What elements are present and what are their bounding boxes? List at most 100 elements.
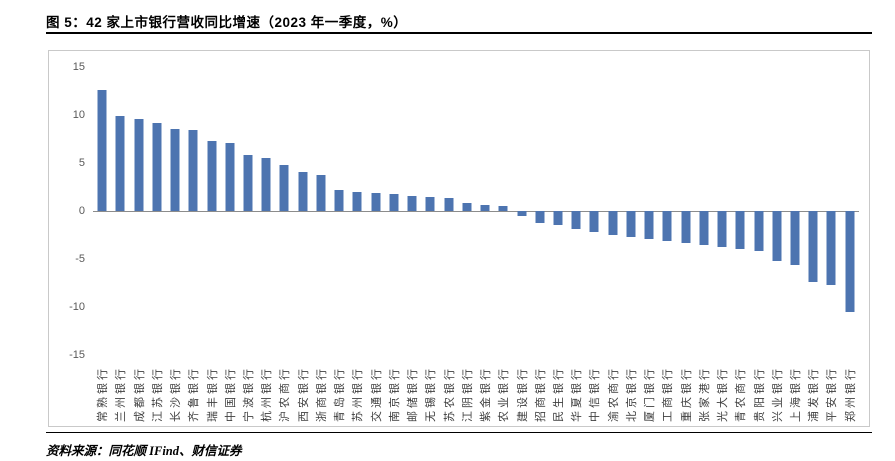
- x-axis-label: 齐鲁银行: [184, 363, 202, 425]
- x-axis-label: 无锡银行: [421, 363, 439, 425]
- bar-张家港行: [699, 211, 709, 245]
- x-axis-label-text: 华夏银行: [571, 366, 584, 422]
- bar-苏州银行: [352, 191, 362, 211]
- chart-area: 15 10 5 0 -5 -10 -15 常熟银行 兰州银行 成都银行 江苏银行 长沙银行 齐鲁银行瑞…: [48, 50, 870, 427]
- bar-slot: [768, 67, 786, 355]
- bar-slot: [439, 67, 457, 355]
- bar-中国银行: [225, 142, 235, 211]
- bar-成都银行: [134, 118, 144, 211]
- x-axis-label: 重庆银行: [677, 363, 695, 425]
- bar-长沙银行: [170, 129, 180, 211]
- x-axis-label-text: 邮储银行: [407, 366, 420, 422]
- bar-slot: [695, 67, 713, 355]
- x-axis-label-text: 杭州银行: [261, 366, 274, 422]
- bar-slot: [549, 67, 567, 355]
- x-axis-label-text: 苏州银行: [352, 366, 365, 422]
- bar-青岛银行: [334, 189, 344, 211]
- bar-重庆银行: [681, 211, 691, 243]
- title-rule: [46, 32, 872, 34]
- x-axis-label: 青岛银行: [330, 363, 348, 425]
- x-axis-label-text: 重庆银行: [680, 366, 693, 422]
- bar-兰州银行: [115, 115, 125, 211]
- x-axis-label: 长沙银行: [166, 363, 184, 425]
- x-axis-label: 南京银行: [385, 363, 403, 425]
- bar-苏农银行: [444, 197, 454, 211]
- x-axis-label: 华夏银行: [567, 363, 585, 425]
- bar-slot: [531, 67, 549, 355]
- x-axis-labels: 常熟银行 兰州银行 成都银行 江苏银行 长沙银行 齐鲁银行 瑞丰银行 中国银行 宁波银行 杭州银行…: [93, 363, 859, 425]
- x-axis-label-text: 无锡银行: [425, 366, 438, 422]
- x-axis-label: 常熟银行: [93, 363, 111, 425]
- bar-厦门银行: [644, 211, 654, 239]
- bar-slot: [476, 67, 494, 355]
- x-axis-label: 中国银行: [221, 363, 239, 425]
- bar-平安银行: [826, 211, 836, 285]
- bar-常熟银行: [97, 90, 107, 211]
- y-tick-label: 5: [78, 157, 85, 169]
- x-axis-label-text: 江苏银行: [151, 366, 164, 422]
- x-axis-label: 张家港行: [695, 363, 713, 425]
- plot-area: [93, 67, 859, 355]
- x-axis-label-text: 上海银行: [790, 366, 803, 422]
- bar-江阴银行: [462, 203, 472, 211]
- x-axis-label-text: 长沙银行: [170, 366, 183, 422]
- x-axis-label: 成都银行: [129, 363, 147, 425]
- x-axis-label: 兴业银行: [768, 363, 786, 425]
- bar-华夏银行: [571, 211, 581, 230]
- x-axis-label: 浙商银行: [312, 363, 330, 425]
- x-axis-label-text: 渝农商行: [607, 366, 620, 422]
- bar-宁波银行: [243, 155, 253, 211]
- bar-slot: [585, 67, 603, 355]
- source-note: 资料来源：同花顺 IFind、财信证券: [46, 444, 242, 458]
- zero-axis-line: [93, 211, 859, 212]
- bar-slot: [221, 67, 239, 355]
- y-tick-label: -5: [75, 253, 85, 265]
- bar-slot: [622, 67, 640, 355]
- x-axis-label: 中信银行: [585, 363, 603, 425]
- y-tick-label: 10: [72, 109, 85, 121]
- x-axis-label-text: 沪农商行: [279, 366, 292, 422]
- x-axis-label-text: 瑞丰银行: [206, 366, 219, 422]
- bar-slot: [494, 67, 512, 355]
- bar-上海银行: [790, 211, 800, 265]
- bar-slot: [731, 67, 749, 355]
- x-axis-label: 招商银行: [531, 363, 549, 425]
- bar-slot: [403, 67, 421, 355]
- x-axis-label-text: 江阴银行: [461, 366, 474, 422]
- bar-浙商银行: [316, 175, 326, 211]
- x-axis-label-text: 紫金银行: [480, 366, 493, 422]
- bar-slot: [804, 67, 822, 355]
- x-axis-label: 紫金银行: [476, 363, 494, 425]
- x-axis-label: 渝农商行: [604, 363, 622, 425]
- x-axis-label-text: 贵阳银行: [753, 366, 766, 422]
- x-axis-label: 苏州银行: [348, 363, 366, 425]
- x-axis-label-text: 苏农银行: [443, 366, 456, 422]
- x-axis-label-text: 中国银行: [224, 366, 237, 422]
- x-axis-label: 上海银行: [786, 363, 804, 425]
- bar-光大银行: [717, 211, 727, 248]
- bar-建设银行: [517, 211, 526, 216]
- x-axis-label: 江苏银行: [148, 363, 166, 425]
- x-axis-label: 江阴银行: [458, 363, 476, 425]
- x-axis-label: 浦发银行: [804, 363, 822, 425]
- bar-slot: [367, 67, 385, 355]
- bar-slot: [348, 67, 366, 355]
- bar-杭州银行: [261, 158, 271, 211]
- x-axis-label: 光大银行: [713, 363, 731, 425]
- x-axis-label-text: 张家港行: [698, 366, 711, 422]
- bar-slot: [239, 67, 257, 355]
- bar-slot: [640, 67, 658, 355]
- bar-slot: [184, 67, 202, 355]
- x-axis-label: 兰州银行: [111, 363, 129, 425]
- x-axis-label-text: 工商银行: [662, 366, 675, 422]
- bar-slot: [512, 67, 530, 355]
- x-axis-label: 郑州银行: [841, 363, 859, 425]
- y-tick-label: -15: [69, 349, 85, 361]
- x-axis-label-text: 宁波银行: [242, 366, 255, 422]
- x-axis-label: 北京银行: [622, 363, 640, 425]
- x-axis-label: 杭州银行: [257, 363, 275, 425]
- bottom-rule: [46, 432, 872, 433]
- bar-slot: [166, 67, 184, 355]
- bar-slot: [275, 67, 293, 355]
- x-axis-label-text: 青岛银行: [334, 366, 347, 422]
